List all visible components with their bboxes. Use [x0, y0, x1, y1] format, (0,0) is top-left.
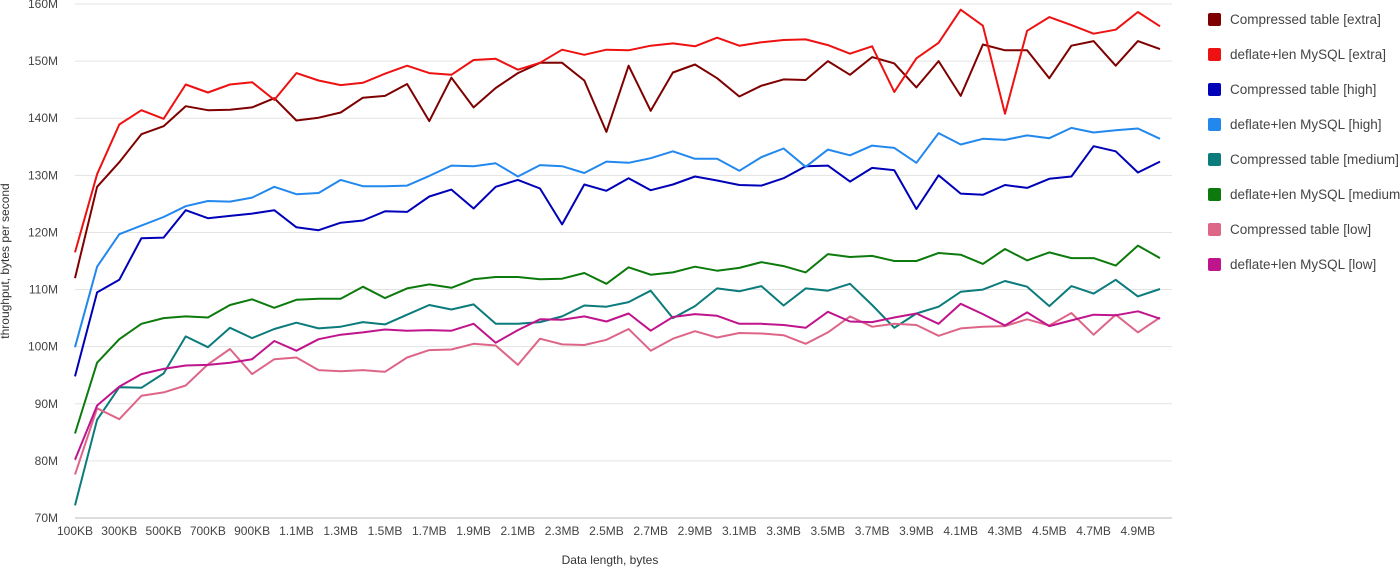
grid-lines — [75, 3, 1172, 519]
x-tick-label: 4.7MB — [1076, 524, 1111, 538]
legend-item: deflate+len MySQL [high] — [1208, 107, 1400, 142]
x-tick-label: 2.7MB — [633, 524, 668, 538]
series-line-4 — [74, 278, 1161, 506]
x-tick-label: 900KB — [234, 524, 270, 538]
legend-item: deflate+len MySQL [extra] — [1208, 37, 1400, 72]
y-tick-label: 80M — [35, 454, 58, 468]
x-tick-label: 2.1MB — [501, 524, 536, 538]
legend-item: Compressed table [low] — [1208, 212, 1400, 247]
y-tick-label: 160M — [28, 0, 58, 11]
legend-swatch — [1208, 48, 1221, 61]
legend-label: Compressed table [medium] — [1230, 152, 1399, 167]
x-tick-label: 4.9MB — [1121, 524, 1156, 538]
series-line-6 — [74, 312, 1161, 475]
x-tick-label: 1.1MB — [279, 524, 314, 538]
y-tick-label: 150M — [28, 54, 58, 68]
x-tick-label: 3.1MB — [722, 524, 757, 538]
series-line-2 — [74, 145, 1161, 377]
x-tick-label: 1.7MB — [412, 524, 447, 538]
legend-item: Compressed table [extra] — [1208, 2, 1400, 37]
series-line-3 — [74, 126, 1161, 348]
legend-swatch — [1208, 258, 1221, 271]
x-tick-label: 700KB — [190, 524, 226, 538]
y-axis-ticks: 70M 80M 90M 100M 110M 120M 130M 140M 150M 160M — [28, 0, 58, 525]
x-tick-label: 4.5MB — [1032, 524, 1067, 538]
legend-label: deflate+len MySQL [medium] — [1230, 187, 1400, 202]
x-tick-label: 3.5MB — [811, 524, 846, 538]
legend-swatch — [1208, 83, 1221, 96]
y-tick-label: 70M — [35, 511, 58, 525]
x-tick-label: 1.9MB — [456, 524, 491, 538]
x-tick-label: 1.5MB — [368, 524, 403, 538]
x-tick-label: 100KB — [57, 524, 93, 538]
y-tick-label: 110M — [29, 283, 58, 297]
series-line-0 — [74, 40, 1161, 279]
x-tick-label: 3.7MB — [855, 524, 890, 538]
legend-label: deflate+len MySQL [high] — [1230, 117, 1382, 132]
legend-swatch — [1208, 188, 1221, 201]
x-tick-label: 4.3MB — [988, 524, 1023, 538]
x-axis-ticks: 100KB 300KB 500KB 700KB 900KB 1.1MB 1.3MB 1.5MB… — [57, 524, 1155, 538]
y-tick-label: 120M — [28, 225, 58, 239]
legend-swatch — [1208, 118, 1221, 131]
legend-swatch — [1208, 13, 1221, 26]
legend-swatch — [1208, 223, 1221, 236]
y-axis-title: throughput, bytes per second — [0, 183, 12, 338]
legend: Compressed table [extra] deflate+len MySQ… — [1208, 2, 1400, 282]
legend-label: deflate+len MySQL [low] — [1230, 257, 1377, 272]
series-line-5 — [74, 244, 1161, 434]
x-tick-label: 300KB — [101, 524, 137, 538]
legend-swatch — [1208, 153, 1221, 166]
legend-item: deflate+len MySQL [medium] — [1208, 177, 1400, 212]
series-line-1 — [74, 8, 1161, 253]
y-tick-label: 140M — [28, 111, 58, 125]
y-tick-label: 130M — [28, 168, 58, 182]
x-tick-label: 3.9MB — [899, 524, 934, 538]
legend-item: Compressed table [medium] — [1208, 142, 1400, 177]
y-tick-label: 90M — [35, 397, 58, 411]
x-tick-label: 500KB — [146, 524, 182, 538]
legend-item: deflate+len MySQL [low] — [1208, 247, 1400, 282]
x-tick-label: 2.3MB — [545, 524, 580, 538]
x-tick-label: 4.1MB — [943, 524, 978, 538]
series-lines — [74, 8, 1161, 506]
x-tick-label: 2.5MB — [589, 524, 624, 538]
series-line-7 — [74, 302, 1161, 461]
x-axis-title: Data length, bytes — [562, 553, 659, 567]
legend-label: Compressed table [low] — [1230, 222, 1372, 237]
x-tick-label: 3.3MB — [766, 524, 801, 538]
y-tick-label: 100M — [28, 340, 58, 354]
x-tick-label: 1.3MB — [323, 524, 358, 538]
legend-label: deflate+len MySQL [extra] — [1230, 47, 1386, 62]
x-tick-label: 2.9MB — [678, 524, 713, 538]
legend-item: Compressed table [high] — [1208, 72, 1400, 107]
legend-label: Compressed table [extra] — [1230, 12, 1381, 27]
legend-label: Compressed table [high] — [1230, 82, 1377, 97]
